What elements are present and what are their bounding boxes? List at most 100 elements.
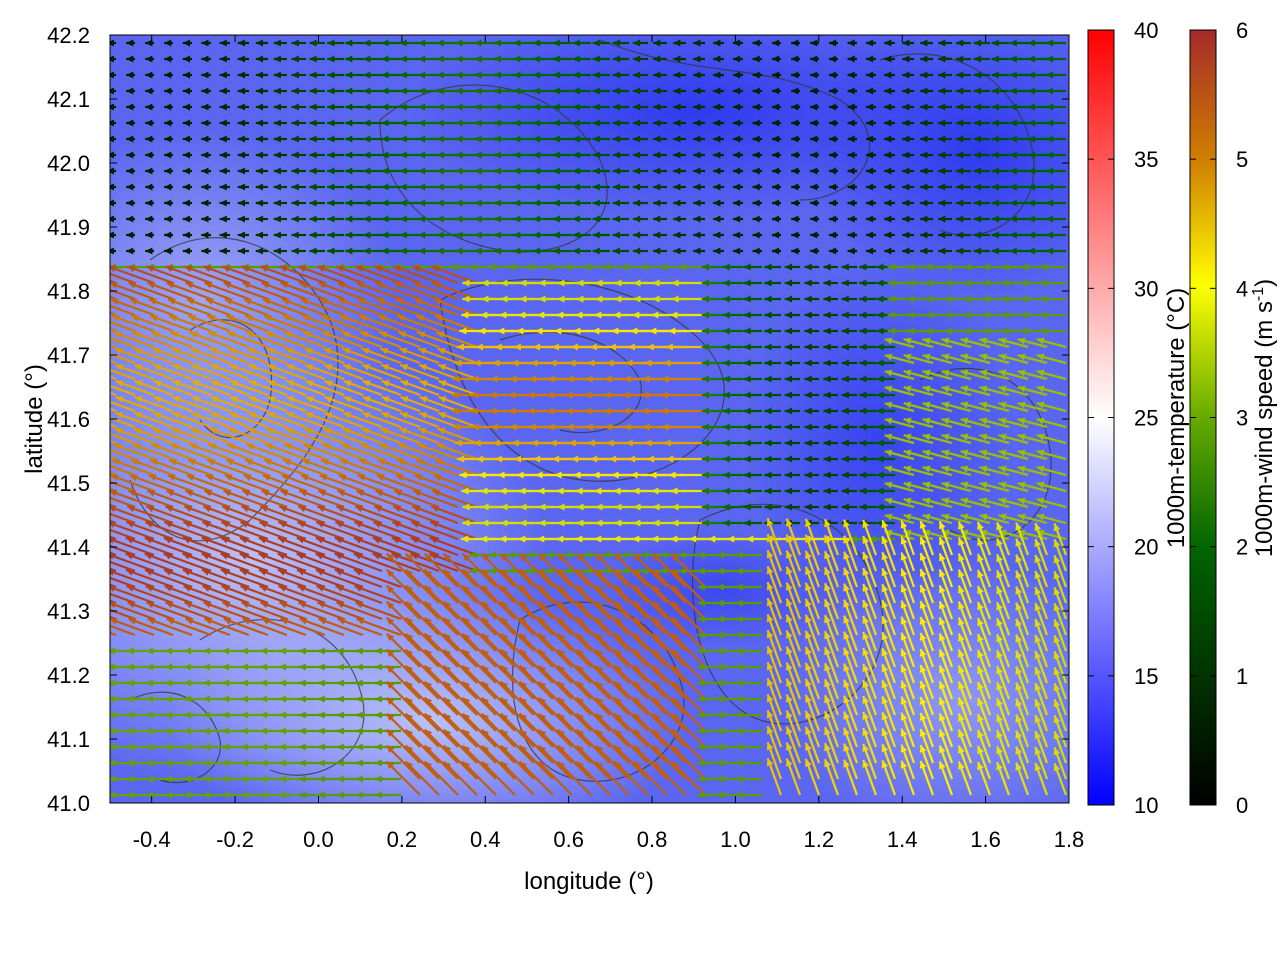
wind-arrow (884, 513, 915, 525)
wind-arrow (701, 439, 724, 447)
wind-arrow (865, 215, 876, 223)
wind-arrow (110, 519, 117, 525)
wind-arrow (998, 385, 1029, 397)
wind-arrow (110, 505, 155, 525)
wind-arrow (337, 281, 383, 301)
wind-arrow (493, 71, 515, 79)
wind-arrow (437, 363, 478, 381)
wind-arrow (379, 331, 421, 349)
wind-arrow (373, 265, 421, 285)
wind-arrow (277, 520, 326, 541)
wind-arrow (612, 55, 629, 63)
wind-arrow (291, 119, 306, 127)
wind-arrow (722, 327, 743, 335)
wind-arrow (828, 247, 838, 255)
wind-arrow (653, 231, 667, 239)
wind-arrow (381, 151, 401, 159)
wind-arrow (771, 183, 781, 191)
wind-arrow (171, 427, 212, 445)
wind-arrow (859, 423, 876, 431)
wind-colorbar-tick-label: 2 (1236, 535, 1248, 560)
x-tick-label: 1.0 (720, 827, 751, 852)
wind-arrow (941, 337, 972, 349)
wind-arrow (513, 103, 534, 111)
wind-arrow (701, 279, 724, 287)
wind-arrow (847, 183, 857, 191)
wind-arrow (920, 199, 933, 207)
wind-arrow (884, 151, 895, 159)
wind-arrow (653, 119, 667, 127)
wind-arrow (859, 503, 876, 511)
wind-arrow (237, 247, 249, 255)
wind-arrow (273, 151, 287, 159)
wind-arrow (804, 407, 819, 415)
wind-arrow (592, 87, 610, 95)
wind-arrow (381, 183, 401, 191)
wind-arrow (713, 39, 724, 47)
wind-arrow (847, 39, 857, 47)
wind-arrow (513, 151, 534, 159)
wind-arrow (340, 443, 383, 461)
wind-arrow (291, 215, 306, 223)
wind-arrow (436, 119, 458, 127)
wind-arrow (474, 103, 496, 111)
wind-arrow (201, 39, 211, 47)
wind-arrow (532, 247, 553, 255)
wind-arrow (1009, 55, 1028, 63)
wind-arrow (552, 71, 572, 79)
wind-arrow (732, 119, 743, 127)
wind-arrow (865, 199, 876, 207)
wind-arrow (237, 71, 249, 79)
wind-colorbar-tick-label: 5 (1236, 147, 1248, 172)
wind-arrow (941, 385, 972, 397)
wind-arrow (859, 343, 876, 351)
wind-arrow (319, 474, 364, 493)
wind-arrow (922, 401, 953, 413)
wind-arrow (1009, 183, 1028, 191)
wind-arrow (309, 247, 325, 255)
wind-arrow (804, 423, 819, 431)
wind-arrow (110, 265, 155, 285)
wind-arrow (804, 327, 819, 335)
wind-arrow (291, 231, 306, 239)
wind-arrow (436, 231, 458, 239)
wind-arrow (134, 379, 174, 397)
wind-arrow (884, 449, 915, 461)
wind-arrow (532, 55, 553, 63)
wind-arrow (701, 359, 724, 367)
wind-arrow (133, 347, 174, 365)
wind-arrow (828, 183, 838, 191)
wind-arrow (130, 314, 174, 333)
wind-arrow (532, 199, 553, 207)
wind-arrow (938, 103, 952, 111)
wind-arrow (920, 215, 933, 223)
wind-arrow (133, 411, 174, 429)
wind-arrow (823, 487, 838, 495)
wind-arrow (247, 363, 288, 381)
wind-arrow (673, 119, 686, 127)
wind-arrow (237, 215, 249, 223)
wind-arrow (417, 71, 439, 79)
wind-arrow (145, 87, 154, 95)
wind-arrow (284, 331, 326, 349)
temperature-colorbar-label: 1000m-temperature (°C) (1163, 288, 1190, 548)
wind-arrow (960, 417, 991, 429)
wind-arrow (110, 151, 116, 159)
wind-arrow (493, 151, 515, 159)
wind-arrow (266, 427, 307, 445)
wind-arrow (273, 71, 287, 79)
wind-arrow (902, 231, 914, 239)
wind-arrow (266, 411, 307, 429)
wind-arrow (291, 247, 306, 255)
wind-arrow (1045, 87, 1066, 95)
wind-arrow (309, 55, 325, 63)
wind-arrow (979, 465, 1010, 477)
wind-arrow (791, 135, 800, 143)
wind-arrow (110, 528, 136, 541)
wind-arrow (126, 55, 135, 63)
wind-arrow (133, 427, 174, 445)
wind-arrow (876, 407, 895, 415)
wind-arrow (247, 427, 288, 445)
wind-arrow (225, 314, 269, 333)
wind-arrow (171, 411, 212, 429)
